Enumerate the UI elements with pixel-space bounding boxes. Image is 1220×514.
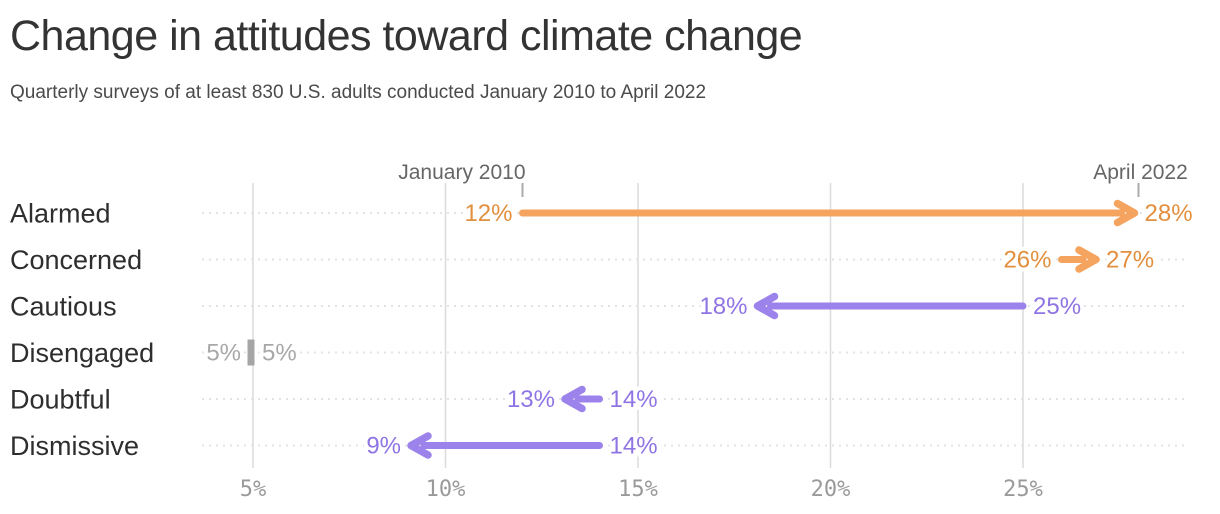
category-label: Dismissive <box>10 431 139 461</box>
end-value-label: 27% <box>1106 247 1154 274</box>
chart-canvas: 5% 10% 15% 20% 25% Alarmed 12% 28% Concerned 26% 2… <box>10 157 1197 502</box>
chart-title: Change in attitudes toward climate chang… <box>10 12 803 60</box>
arrow-head <box>1113 199 1139 227</box>
x-axis-tick-label: 25% <box>1003 477 1043 502</box>
end-value-label: 5% <box>262 340 297 367</box>
category-label: Doubtful <box>10 385 111 415</box>
arrow-head <box>1075 246 1100 273</box>
chart-subtitle: Quarterly surveys of at least 830 U.S. a… <box>10 82 707 104</box>
x-axis-tick-label: 20% <box>811 477 851 502</box>
end-value-label: 18% <box>699 293 747 320</box>
arrow-head <box>561 385 586 413</box>
start-value-label: 25% <box>1033 293 1081 320</box>
x-axis-tick-label: 5% <box>240 477 267 502</box>
start-value-label: 14% <box>610 386 658 413</box>
period-annotation: April 2022 <box>1093 161 1188 184</box>
arrow-head <box>407 432 432 459</box>
end-value-label: 9% <box>366 433 401 460</box>
arrow-head <box>753 292 779 320</box>
category-label: Disengaged <box>10 338 154 368</box>
start-value-label: 26% <box>1003 247 1051 274</box>
x-axis-tick-label: 15% <box>618 477 658 502</box>
period-annotation: January 2010 <box>398 161 525 184</box>
arrow-chart: 5% 10% 15% 20% 25% Alarmed 12% 28% Concerned 26% 2… <box>0 150 1220 514</box>
end-value-label: 28% <box>1145 200 1193 227</box>
no-change-marker <box>247 339 255 366</box>
end-value-label: 13% <box>507 386 555 413</box>
start-value-label: 5% <box>206 340 241 367</box>
category-label: Concerned <box>10 245 142 275</box>
x-axis-tick-label: 10% <box>426 477 466 502</box>
start-value-label: 14% <box>610 433 658 460</box>
start-value-label: 12% <box>464 200 512 227</box>
category-label: Alarmed <box>10 199 111 229</box>
category-label: Cautious <box>10 292 117 322</box>
